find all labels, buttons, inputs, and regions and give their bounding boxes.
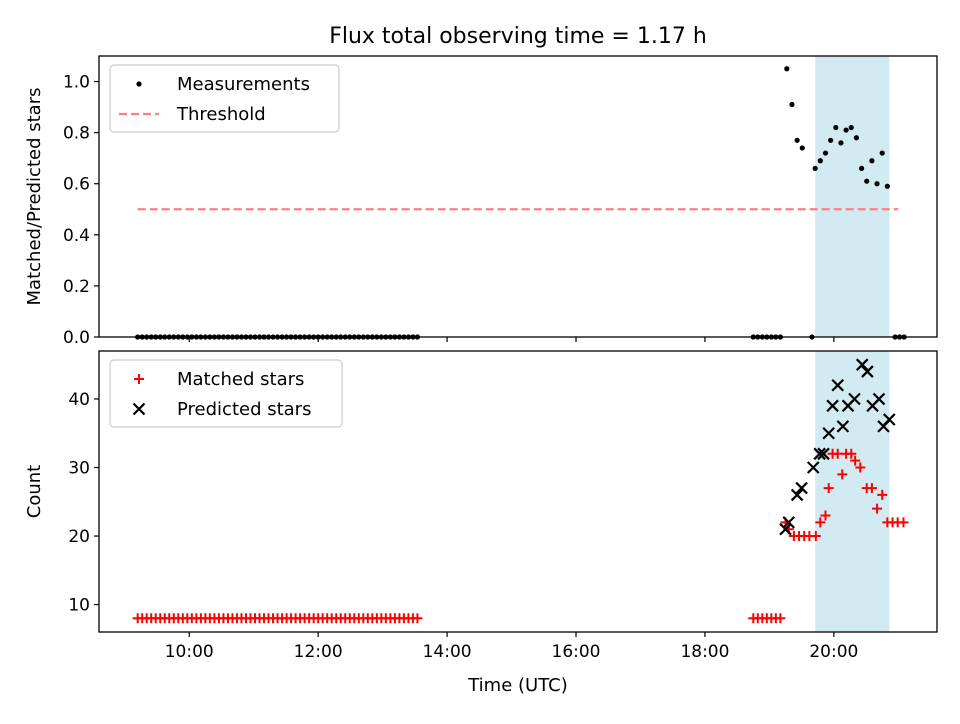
predicted-star-point [795, 481, 808, 495]
predicted-star-point [861, 365, 874, 378]
x-tick-label: 10:00 [165, 642, 214, 662]
observing-window-span [815, 56, 890, 337]
legend-marker-measurements [136, 81, 142, 87]
matched-star-point [412, 613, 423, 624]
predicted-star-point [836, 420, 850, 433]
x-axis-label: Time (UTC) [467, 675, 568, 696]
legend-label: Measurements [177, 74, 310, 95]
y-tick-label: 0.0 [63, 328, 90, 348]
measurement-point [794, 137, 800, 143]
observing-window-span [815, 351, 890, 632]
y-tick-label: 20 [68, 527, 90, 547]
y-axis-label: Count [24, 465, 45, 518]
predicted-star-point [806, 461, 820, 474]
measurement-point [799, 145, 805, 151]
matched-star-point [820, 510, 831, 521]
axes-frame [98, 55, 938, 338]
matched-star-point [850, 455, 861, 466]
y-tick-label: 0.6 [63, 175, 90, 195]
measurement-point [789, 101, 795, 108]
predicted-star-point [848, 392, 861, 406]
y-tick-label: 0.8 [63, 124, 90, 144]
measurement-point [874, 181, 880, 187]
y-tick-label: 30 [68, 459, 90, 479]
measurement-point [817, 158, 823, 164]
predicted-star-point [779, 522, 792, 536]
legend-box [109, 359, 343, 428]
matched-star-point [775, 613, 786, 624]
matched-star-point [872, 503, 883, 514]
legend-label: Predicted stars [177, 399, 311, 420]
x-tick-label: 14:00 [423, 642, 472, 662]
y-axis-label: Matched/Predicted stars [24, 88, 45, 306]
legend-label: Threshold [176, 104, 266, 125]
measurement-point [843, 127, 849, 133]
matched-star-point [855, 462, 866, 473]
measurement-point [858, 165, 865, 171]
measurement-point [822, 150, 829, 156]
matched-star-point [846, 448, 857, 459]
measurement-point [864, 178, 870, 184]
legend-box [109, 64, 340, 133]
predicted-star-point [872, 392, 886, 406]
matched-star-point [898, 517, 909, 528]
predicted-star-point [822, 426, 835, 440]
measurement-point [848, 124, 854, 131]
predicted-star-point [883, 413, 896, 426]
measurement-point [869, 158, 875, 164]
measurement-point [879, 150, 885, 156]
legend-marker-predicted [132, 402, 146, 416]
measurement-point [884, 183, 890, 189]
matched-star-point [866, 483, 877, 494]
panel-top: 0.0 0.2 0.4 0.6 0.8 1.0 Matched/Predicted star… [24, 55, 938, 348]
x-tick-label: 12:00 [294, 642, 343, 662]
matched-star-point [823, 483, 834, 494]
measurement-point [828, 137, 834, 143]
predicted-star-point [782, 516, 796, 529]
matched-star-point [837, 469, 848, 480]
predicted-star-point [790, 488, 804, 502]
matched-star-point [877, 489, 888, 500]
measurement-point [812, 165, 818, 171]
legend-label: Matched stars [177, 369, 304, 390]
matched-star-point [810, 531, 821, 542]
legend-marker-matched [134, 374, 144, 384]
predicted-star-point [817, 447, 830, 461]
measurement-point [784, 66, 790, 72]
matched-star-point [832, 448, 843, 459]
x-tick-label: 16:00 [552, 642, 601, 662]
predicted-star-point [826, 399, 839, 413]
y-tick-label: 40 [68, 390, 90, 410]
predicted-star-point [813, 447, 826, 461]
x-tick-label: 20:00 [809, 642, 858, 662]
measurement-point [838, 140, 844, 146]
chart-title: Flux total observing time = 1.17 h [329, 24, 707, 49]
measurement-point [853, 135, 860, 141]
y-tick-label: 1.0 [63, 73, 90, 93]
axes-frame [98, 350, 938, 633]
x-tick-label: 18:00 [680, 642, 729, 662]
y-tick-label: 0.2 [63, 277, 90, 297]
predicted-star-point [855, 358, 869, 371]
y-tick-label: 0.4 [63, 226, 90, 246]
predicted-star-point [831, 378, 845, 392]
y-tick-label: 10 [68, 596, 90, 616]
measurement-point [833, 124, 839, 131]
matched-star-point [815, 517, 826, 528]
panel-bottom: 10 20 30 40 10:00 12:00 14:00 16:00 18:00 20:00 Co… [24, 350, 938, 662]
